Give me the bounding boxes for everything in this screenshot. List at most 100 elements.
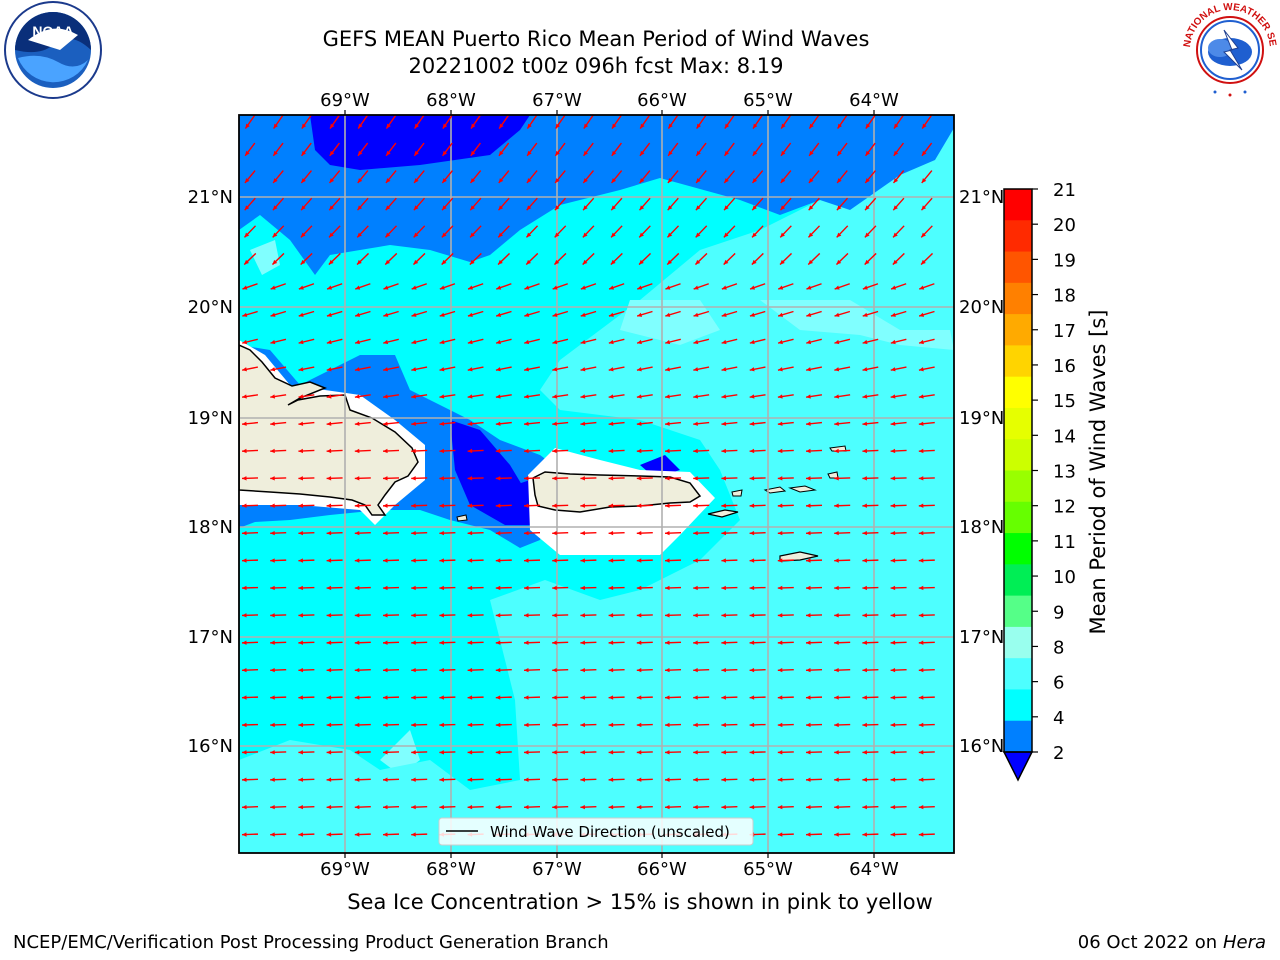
wave-arrow-head <box>552 312 558 317</box>
wave-arrow-head <box>636 777 642 782</box>
wave-arrow-head <box>806 448 811 454</box>
colorbar-segment <box>1004 564 1032 597</box>
wave-arrow-head <box>918 530 924 536</box>
wave-arrow-head <box>834 613 839 618</box>
wave-arrow-head <box>834 530 839 536</box>
wave-arrow-head <box>890 667 896 673</box>
wave-arrow-head <box>752 150 758 156</box>
wave-arrow-head <box>777 667 783 673</box>
wave-arrow-head <box>637 339 642 345</box>
colorbar-tick-label: 18 <box>1053 286 1076 307</box>
wave-arrow-head <box>608 750 614 755</box>
wave-arrow-head <box>862 667 867 673</box>
wave-arrow-head <box>270 476 275 481</box>
wave-arrow-head <box>639 232 644 238</box>
wave-arrow-head <box>411 667 416 673</box>
wave-arrow-head <box>383 421 388 426</box>
wave-arrow-head <box>301 205 306 211</box>
wave-arrow-head <box>721 285 727 290</box>
wave-arrow-head <box>495 722 501 728</box>
wave-arrow-head <box>919 312 925 317</box>
wave-arrow-head <box>890 640 896 645</box>
wave-arrow-head <box>777 750 783 755</box>
wave-arrow-head <box>667 259 672 265</box>
wave-arrow-head <box>242 448 247 454</box>
wave-arrow-head <box>777 503 783 508</box>
wave-arrow-head <box>918 448 924 454</box>
wave-arrow-head <box>439 640 444 645</box>
wave-arrow-head <box>524 530 529 536</box>
wave-arrow-head <box>552 777 557 782</box>
wave-arrow-head <box>611 232 616 238</box>
wave-arrow-head <box>383 832 388 837</box>
wave-arrow-head <box>467 585 473 591</box>
colorbar-tick-label: 9 <box>1053 602 1064 623</box>
wave-arrow-head <box>242 777 247 782</box>
wave-arrow-head <box>383 339 389 345</box>
wave-arrow-head <box>780 232 785 238</box>
wave-arrow-head <box>467 530 473 536</box>
colorbar-segment <box>1004 314 1032 346</box>
hispaniola-land <box>239 344 419 516</box>
wave-arrow-head <box>552 613 557 618</box>
period-8-plus-patch <box>620 300 720 345</box>
wave-arrow-head <box>270 585 275 591</box>
wave-arrow-head <box>749 312 755 317</box>
wave-arrow-head <box>806 285 812 290</box>
wave-arrow-head <box>354 750 360 755</box>
wave-arrow-head <box>439 804 444 810</box>
wave-arrow-head <box>918 777 924 782</box>
wave-arrow-head <box>724 123 730 129</box>
wave-arrow-head <box>749 695 755 700</box>
wave-arrow-head <box>439 476 444 481</box>
wave-arrow-head <box>386 123 391 129</box>
wave-arrow-head <box>411 804 416 810</box>
wave-arrow-head <box>918 695 924 700</box>
wave-arrow-head <box>326 667 332 673</box>
wave-arrow-head <box>272 259 278 265</box>
wave-arrow-head <box>552 558 557 563</box>
wave-arrow-head <box>808 259 813 265</box>
wave-arrow-head <box>665 558 670 563</box>
wave-arrow-head <box>242 613 247 618</box>
wave-arrow-head <box>354 503 360 508</box>
wave-arrow-head <box>721 777 726 782</box>
wave-arrow-head <box>636 695 642 700</box>
wave-arrow-head <box>242 722 247 728</box>
wave-arrow-head <box>780 205 786 211</box>
wave-arrow-head <box>862 722 867 728</box>
wave-arrow-head <box>777 695 783 700</box>
wave-arrow-head <box>413 232 419 238</box>
wave-arrow-head <box>326 339 332 345</box>
wave-arrow-head <box>242 421 247 426</box>
period-8-plus-patch <box>760 300 954 350</box>
wave-arrow-head <box>721 448 727 454</box>
colorbar-tick-label: 6 <box>1053 673 1064 694</box>
colorbar-tick-label: 21 <box>1053 180 1076 201</box>
wave-arrow-head <box>298 530 303 536</box>
wave-arrow-head <box>495 558 501 563</box>
wave-arrow-head <box>414 150 419 156</box>
wave-arrow-head <box>636 558 642 563</box>
wave-arrow-head <box>495 750 501 755</box>
wave-arrow-head <box>918 558 924 563</box>
wave-arrow-head <box>862 558 867 563</box>
lat-label: 20°N <box>959 297 1004 318</box>
wave-arrow-head <box>552 503 557 508</box>
wave-arrow-head <box>439 448 445 454</box>
wave-arrow-head <box>467 695 473 700</box>
wave-arrow-head <box>918 476 924 481</box>
wave-arrow-head <box>777 585 783 591</box>
wave-arrow-head <box>864 232 870 238</box>
wave-arrow-head <box>439 421 445 426</box>
wave-arrow-head <box>921 150 927 156</box>
wave-arrow-head <box>439 367 445 372</box>
wave-arrow-head <box>552 448 557 454</box>
wave-arrow-head <box>270 367 276 372</box>
wave-arrow-head <box>552 394 558 399</box>
colorbar-tick-label: 13 <box>1053 462 1076 483</box>
colorbar-tick-label: 10 <box>1053 567 1076 588</box>
wave-arrow-head <box>890 695 896 700</box>
wave-arrow-head <box>270 558 275 563</box>
wave-arrow-head <box>834 448 839 454</box>
